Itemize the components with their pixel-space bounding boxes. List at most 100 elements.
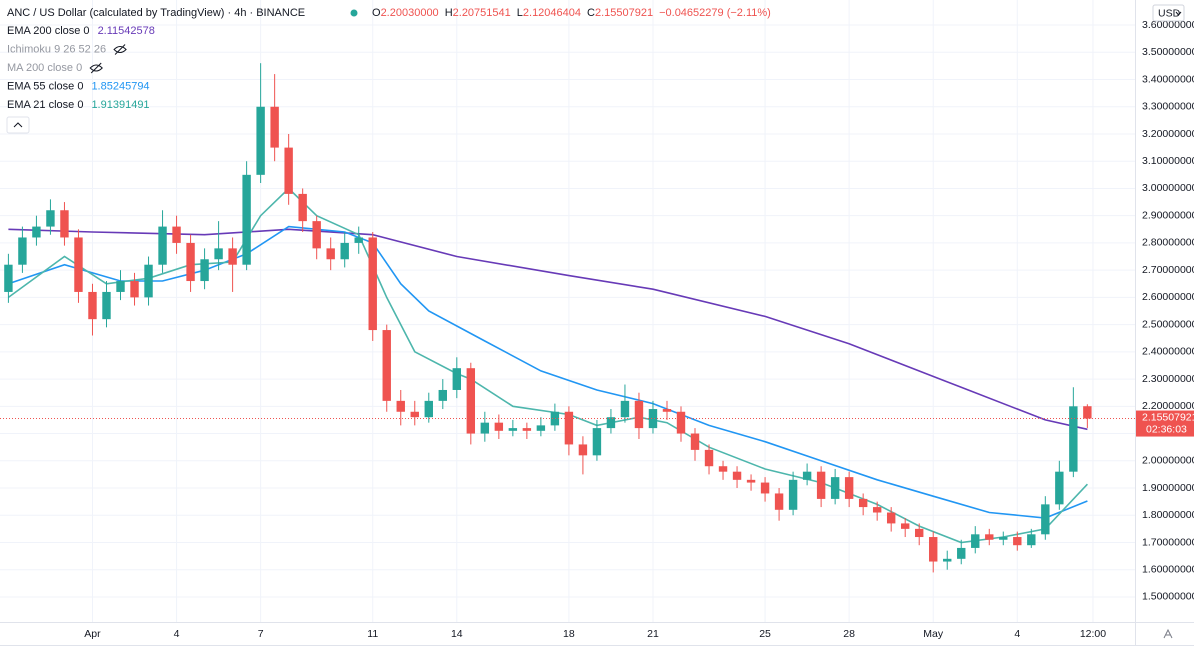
candle-body — [718, 466, 728, 472]
candle-body — [32, 226, 41, 238]
candle-body — [816, 471, 826, 499]
candle-body — [46, 210, 55, 227]
candle-body — [886, 512, 896, 524]
indicator-lines — [7, 187, 1088, 544]
countdown-label: 02:36:03 — [1146, 423, 1187, 435]
y-tick-label: 1.50000000 — [1142, 591, 1194, 603]
ohlc-part: 2.20751541 — [453, 7, 511, 19]
last-price-label: 2.15507921 — [1142, 411, 1194, 423]
candle-body — [971, 534, 980, 548]
candle-body — [368, 237, 377, 331]
y-tick-label: 2.50000000 — [1142, 318, 1194, 330]
candle-body — [4, 264, 13, 292]
x-tick-label: 14 — [451, 628, 463, 640]
candle-body — [802, 471, 812, 480]
y-tick-label: 1.60000000 — [1142, 563, 1194, 575]
candle-body — [382, 330, 391, 401]
indicator-value: 2.11542578 — [98, 25, 155, 37]
x-tick-label: 12:00 — [1080, 628, 1106, 640]
candle-body — [74, 237, 83, 292]
currency-box[interactable] — [1152, 4, 1185, 22]
indicator-value: 1.85245794 — [91, 80, 149, 92]
candle-body — [676, 411, 686, 434]
y-tick-label: 3.60000000 — [1142, 19, 1194, 31]
candle-body — [130, 281, 139, 298]
candle-body — [270, 106, 279, 148]
candle-body — [606, 417, 616, 429]
candle-body — [943, 558, 952, 562]
collapse-box[interactable] — [6, 116, 30, 134]
candle-body — [60, 210, 69, 238]
candle-body — [522, 428, 532, 431]
candle-body — [1083, 406, 1092, 419]
candle-body — [746, 479, 756, 483]
currency-label[interactable]: USD — [1158, 7, 1181, 19]
candles — [0, 63, 1135, 573]
candle-body — [1041, 504, 1050, 535]
ohlc-part: 2.20030000 — [381, 7, 439, 19]
ohlc-part: O — [372, 7, 381, 19]
x-tick-label: 21 — [647, 628, 659, 640]
candle-body — [480, 422, 490, 434]
candle-body — [410, 411, 419, 418]
y-tick-label: 2.00000000 — [1142, 455, 1194, 467]
candle-body — [929, 537, 938, 562]
y-tick-label: 3.40000000 — [1142, 73, 1194, 85]
x-tick-label: 4 — [174, 628, 180, 640]
candle-body — [760, 482, 770, 494]
x-tick-label: 28 — [843, 628, 855, 640]
y-tick-label: 2.20000000 — [1142, 400, 1194, 412]
indicator-name: MA 200 close 0 — [7, 62, 82, 74]
y-tick-label: 1.90000000 — [1142, 482, 1194, 494]
candle-body — [858, 498, 868, 508]
candle-body — [298, 193, 307, 222]
ohlc-values: O2.20030000 H2.20751541 L2.12046404 C2.1550… — [372, 7, 771, 19]
price-axis-bg — [1135, 0, 1194, 658]
candle-body — [662, 409, 672, 412]
indicator-name: EMA 200 close 0 — [7, 25, 90, 37]
y-tick-label: 3.20000000 — [1142, 128, 1194, 140]
candle-body — [494, 422, 504, 431]
auto-scale-button[interactable] — [1163, 628, 1173, 639]
ohlc-part: H — [445, 7, 453, 19]
collapse-chevron — [13, 122, 23, 128]
candle-body — [634, 400, 644, 429]
collapse-button[interactable] — [6, 116, 30, 134]
candle-body — [788, 479, 798, 510]
auto-icon[interactable] — [1163, 628, 1173, 639]
candle-body — [536, 425, 546, 431]
y-tick-label: 2.30000000 — [1142, 373, 1194, 385]
candle-body — [1069, 406, 1078, 472]
candle-body — [18, 237, 27, 265]
candle-body — [452, 368, 462, 390]
x-tick-label: Apr — [84, 628, 101, 640]
candle-body — [340, 242, 349, 260]
y-tick-label: 1.80000000 — [1142, 509, 1194, 521]
candle-body — [564, 411, 574, 445]
candle-body — [200, 259, 209, 282]
candle-body — [326, 248, 335, 260]
y-tick-label: 2.80000000 — [1142, 237, 1194, 249]
candle-body — [242, 174, 251, 265]
candle-body — [396, 400, 405, 412]
chart-title: ANC / US Dollar (calculated by TradingVi… — [7, 7, 305, 19]
candle-body — [256, 106, 265, 175]
candle-body — [102, 291, 111, 320]
candle-body — [228, 248, 237, 265]
indicator-line — [7, 187, 1088, 544]
hidden-eye-icon — [89, 62, 103, 74]
candle-body — [1013, 537, 1022, 546]
x-tick-label: 18 — [563, 628, 575, 640]
candle-body — [915, 528, 924, 538]
ohlc-part: L — [517, 7, 523, 19]
candle-body — [620, 400, 630, 418]
candle-body — [186, 242, 195, 282]
y-tick-label: 3.30000000 — [1142, 101, 1194, 113]
candle-body — [1027, 534, 1036, 546]
last-price-box — [1136, 410, 1194, 437]
candle-body — [354, 237, 363, 243]
currency-button[interactable]: USD — [1152, 4, 1185, 22]
candle-body — [144, 264, 153, 298]
ohlc-part: 2.15507921 — [595, 7, 653, 19]
